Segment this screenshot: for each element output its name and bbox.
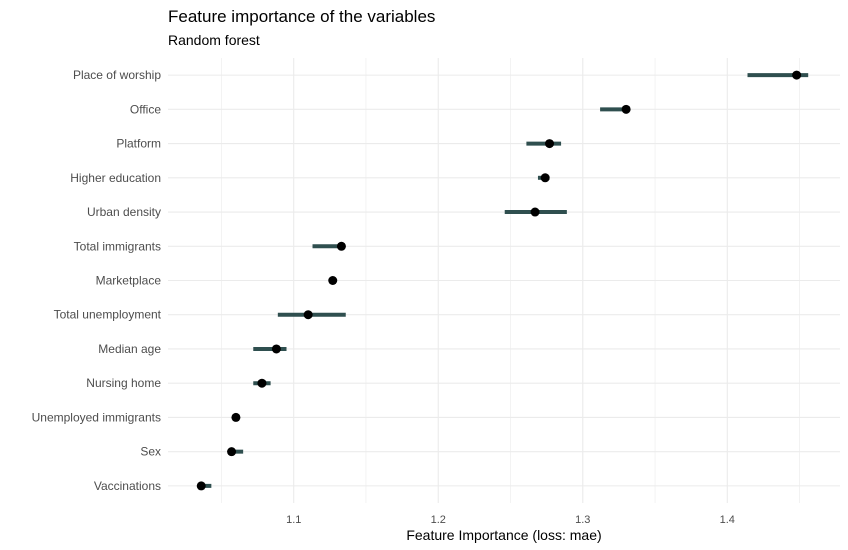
chart-subtitle: Random forest xyxy=(168,32,260,48)
plot-area: 1.1 1.2 1.3 1.4 Place of worship Office Platfo… xyxy=(32,58,840,526)
chart-title: Feature importance of the variables xyxy=(168,7,435,26)
y-tick-label: Nursing home xyxy=(86,376,161,390)
importance-point xyxy=(227,447,237,457)
importance-point xyxy=(271,344,281,354)
y-tick-label: Total unemployment xyxy=(54,308,162,322)
y-tick-label: Vaccinations xyxy=(94,479,161,493)
y-tick-label: Higher education xyxy=(70,171,161,185)
y-tick-label: Office xyxy=(130,102,161,116)
importance-point xyxy=(231,412,241,422)
x-tick-label: 1.4 xyxy=(720,514,735,526)
importance-point xyxy=(336,241,346,251)
importance-point xyxy=(545,139,555,149)
importance-point xyxy=(303,310,313,320)
x-tick-label: 1.2 xyxy=(431,514,446,526)
importance-point xyxy=(792,70,802,80)
x-axis-label: Feature Importance (loss: mae) xyxy=(406,527,601,543)
y-tick-label: Urban density xyxy=(87,205,161,219)
y-tick-label: Median age xyxy=(98,342,161,356)
y-tick-label: Place of worship xyxy=(73,68,161,82)
importance-point xyxy=(257,378,267,388)
x-tick-label: 1.3 xyxy=(575,514,590,526)
importance-point xyxy=(328,276,338,285)
y-tick-label: Platform xyxy=(116,137,161,151)
importance-point xyxy=(196,481,206,491)
importance-point xyxy=(530,207,540,217)
y-tick-label: Sex xyxy=(140,445,161,459)
x-tick-label: 1.1 xyxy=(286,514,301,526)
y-tick-label: Unemployed immigrants xyxy=(32,410,161,424)
y-tick-label: Marketplace xyxy=(96,274,162,288)
importance-point xyxy=(621,104,631,114)
y-tick-label: Total immigrants xyxy=(74,239,161,253)
importance-point xyxy=(540,173,550,183)
